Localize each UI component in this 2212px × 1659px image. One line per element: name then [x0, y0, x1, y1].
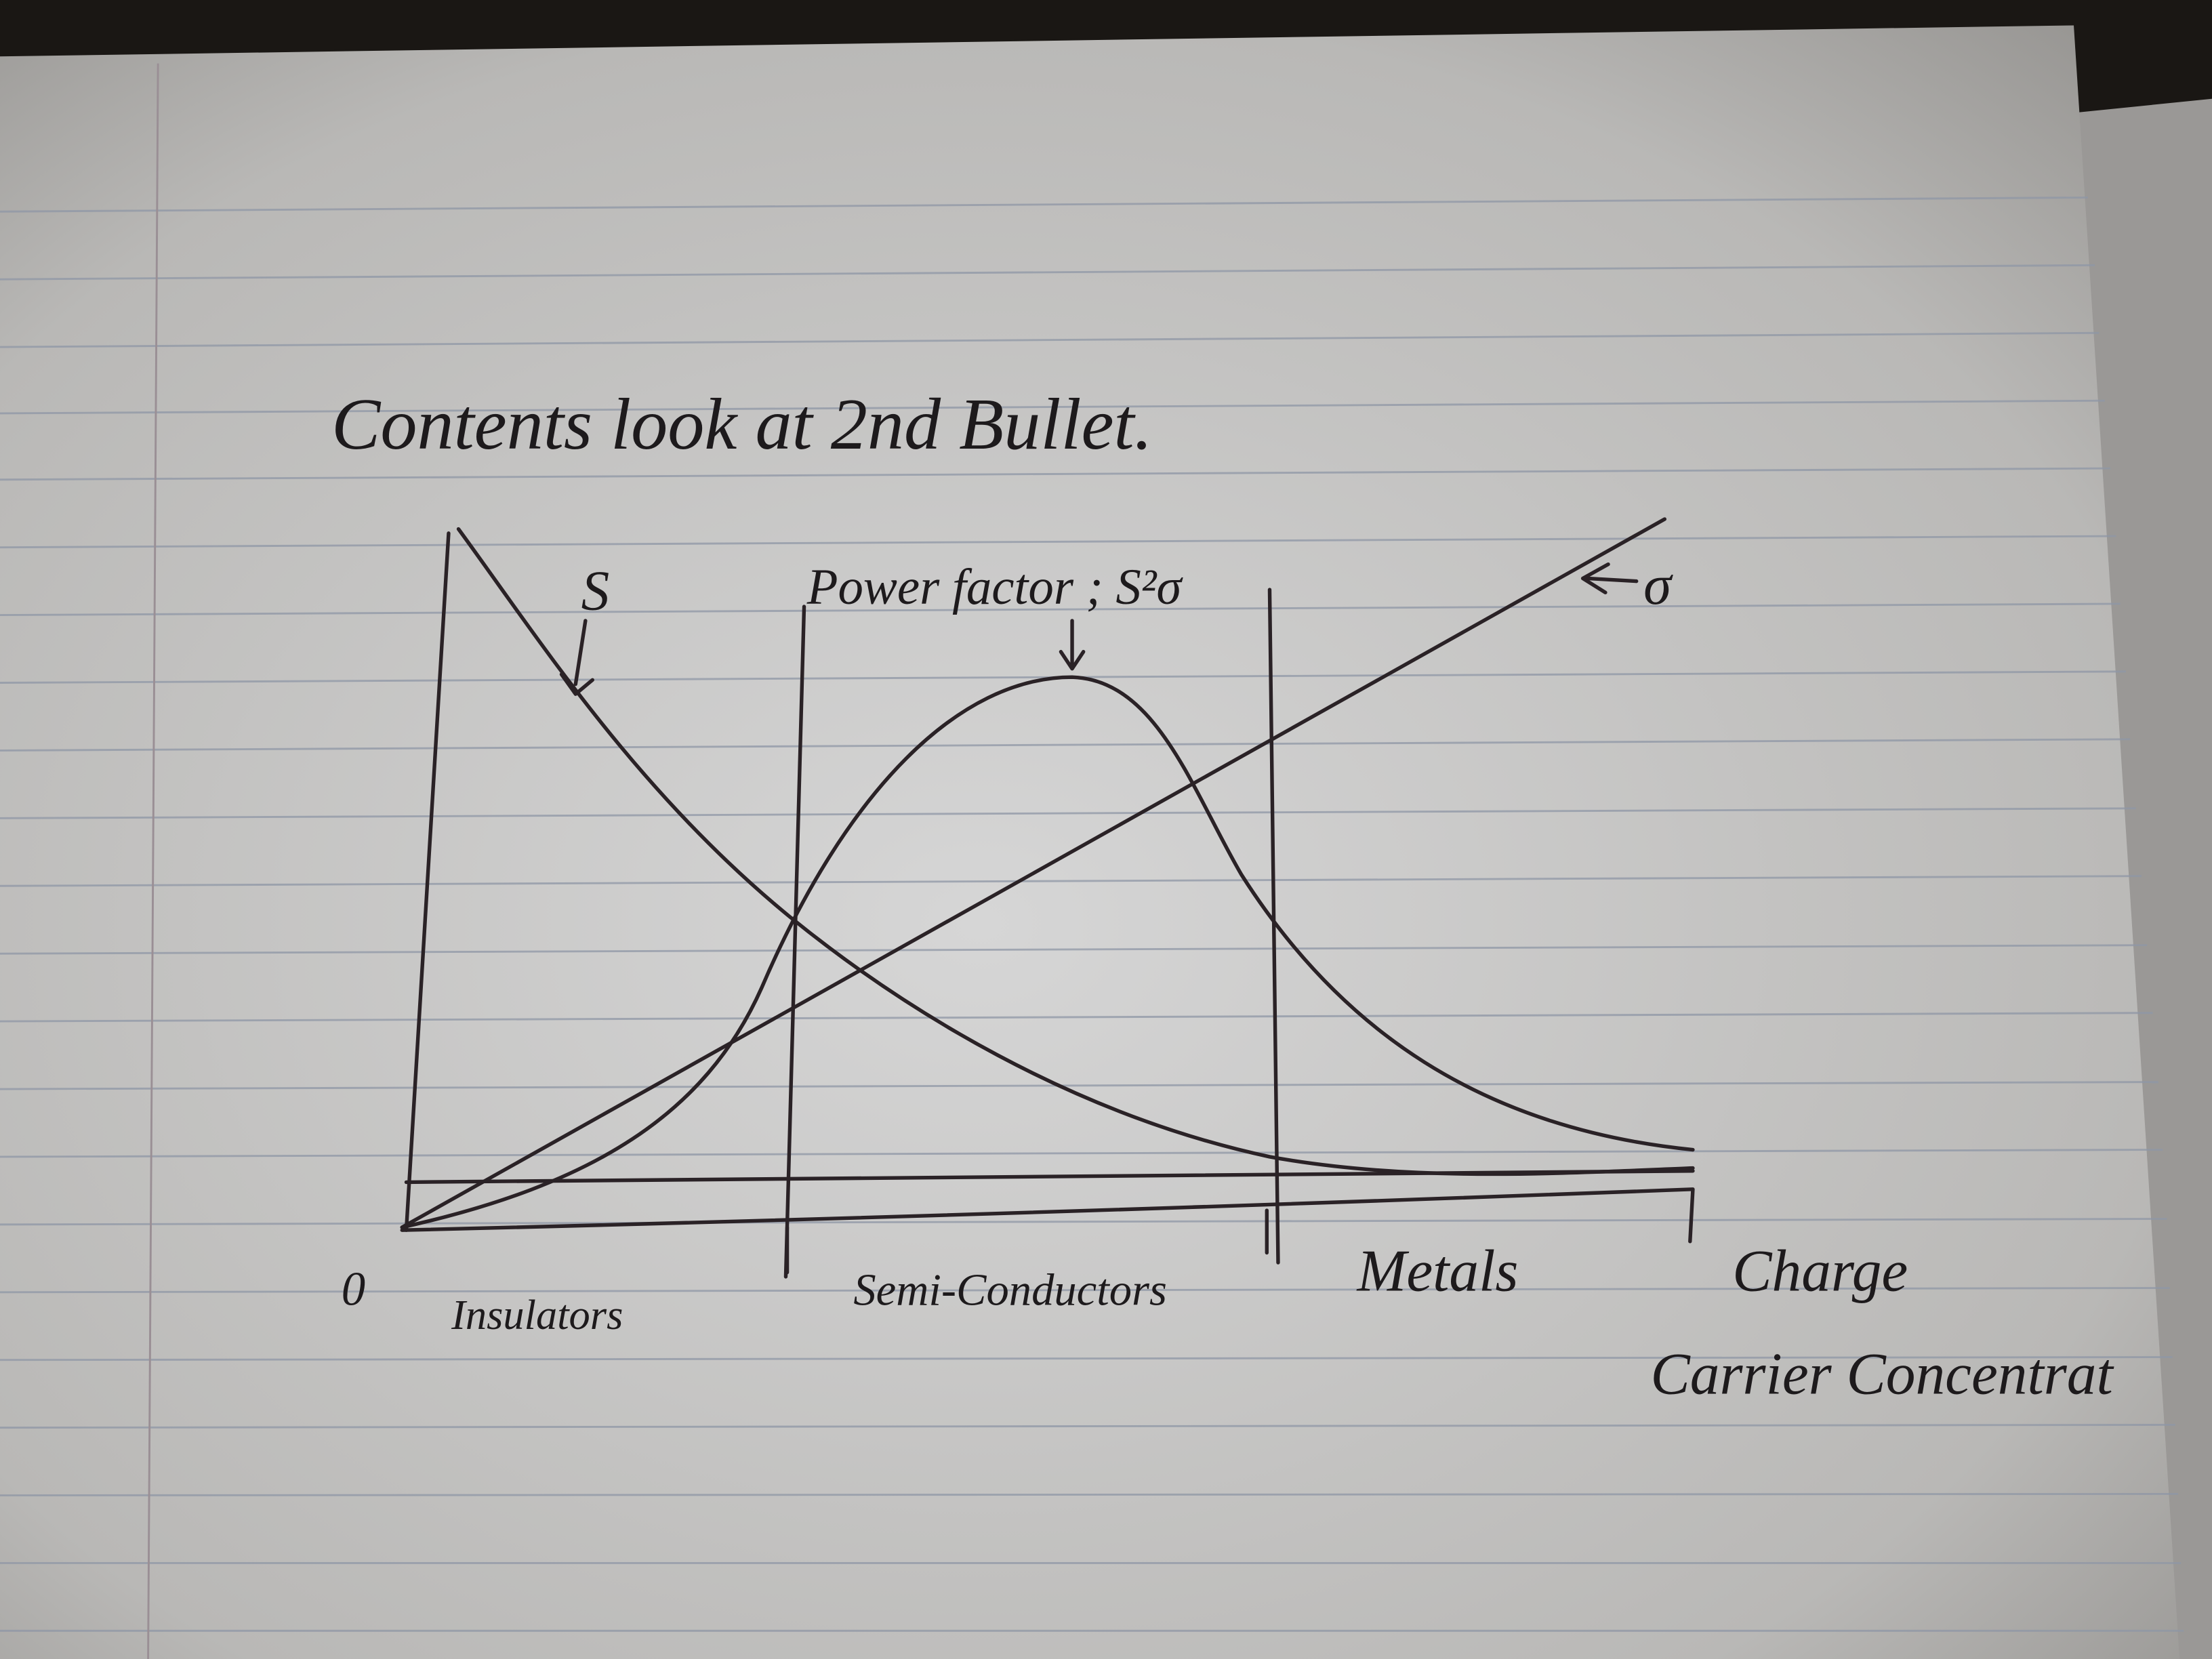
rule-line [0, 1423, 2175, 1429]
x-axis [400, 1187, 1695, 1244]
sigma-label: σ [1643, 554, 1673, 617]
region-label: Insulators [451, 1291, 623, 1338]
rule-line [0, 602, 2121, 617]
margin-line [147, 63, 159, 1659]
arrow [559, 619, 594, 696]
rule-line [0, 331, 2100, 348]
rule-line [0, 264, 2095, 281]
region-label: Metals [1356, 1238, 1519, 1304]
rule-line [0, 1356, 2173, 1361]
region-label: Semi-Conductors [853, 1266, 1167, 1315]
power-factor-curve [400, 675, 1695, 1229]
rule-line [0, 1492, 2179, 1496]
rule-line [0, 467, 2111, 481]
x-axis-label: Carrier Concentrat [1651, 1341, 2115, 1407]
rule-line [0, 1081, 2158, 1090]
rule-line [0, 738, 2131, 752]
rule-line [0, 807, 2136, 819]
y-axis [404, 531, 451, 1232]
conductivity-line [400, 517, 1667, 1229]
rule-line [0, 875, 2142, 887]
rule-line [0, 1218, 2167, 1226]
rule-line [0, 1149, 2163, 1158]
rule-line [0, 1012, 2153, 1023]
title: Contents look at 2nd Bullet. [331, 384, 1153, 465]
rule-line [0, 1287, 2170, 1294]
rule-line [0, 535, 2116, 549]
power-factor-label: Power factor ; S²σ [806, 559, 1184, 615]
seebeck-curve [456, 527, 1695, 1176]
divider [783, 605, 806, 1279]
origin-label: 0 [342, 1263, 365, 1316]
rule-line [0, 196, 2088, 213]
seebeck-label: S [581, 560, 610, 622]
sketch [400, 517, 1695, 1279]
x-axis-label: Charge [1732, 1238, 1908, 1304]
rule-line [0, 944, 2148, 955]
divider [1267, 588, 1280, 1265]
arrow [1059, 619, 1086, 671]
rule-line [0, 399, 2105, 415]
arrow [1580, 562, 1639, 594]
